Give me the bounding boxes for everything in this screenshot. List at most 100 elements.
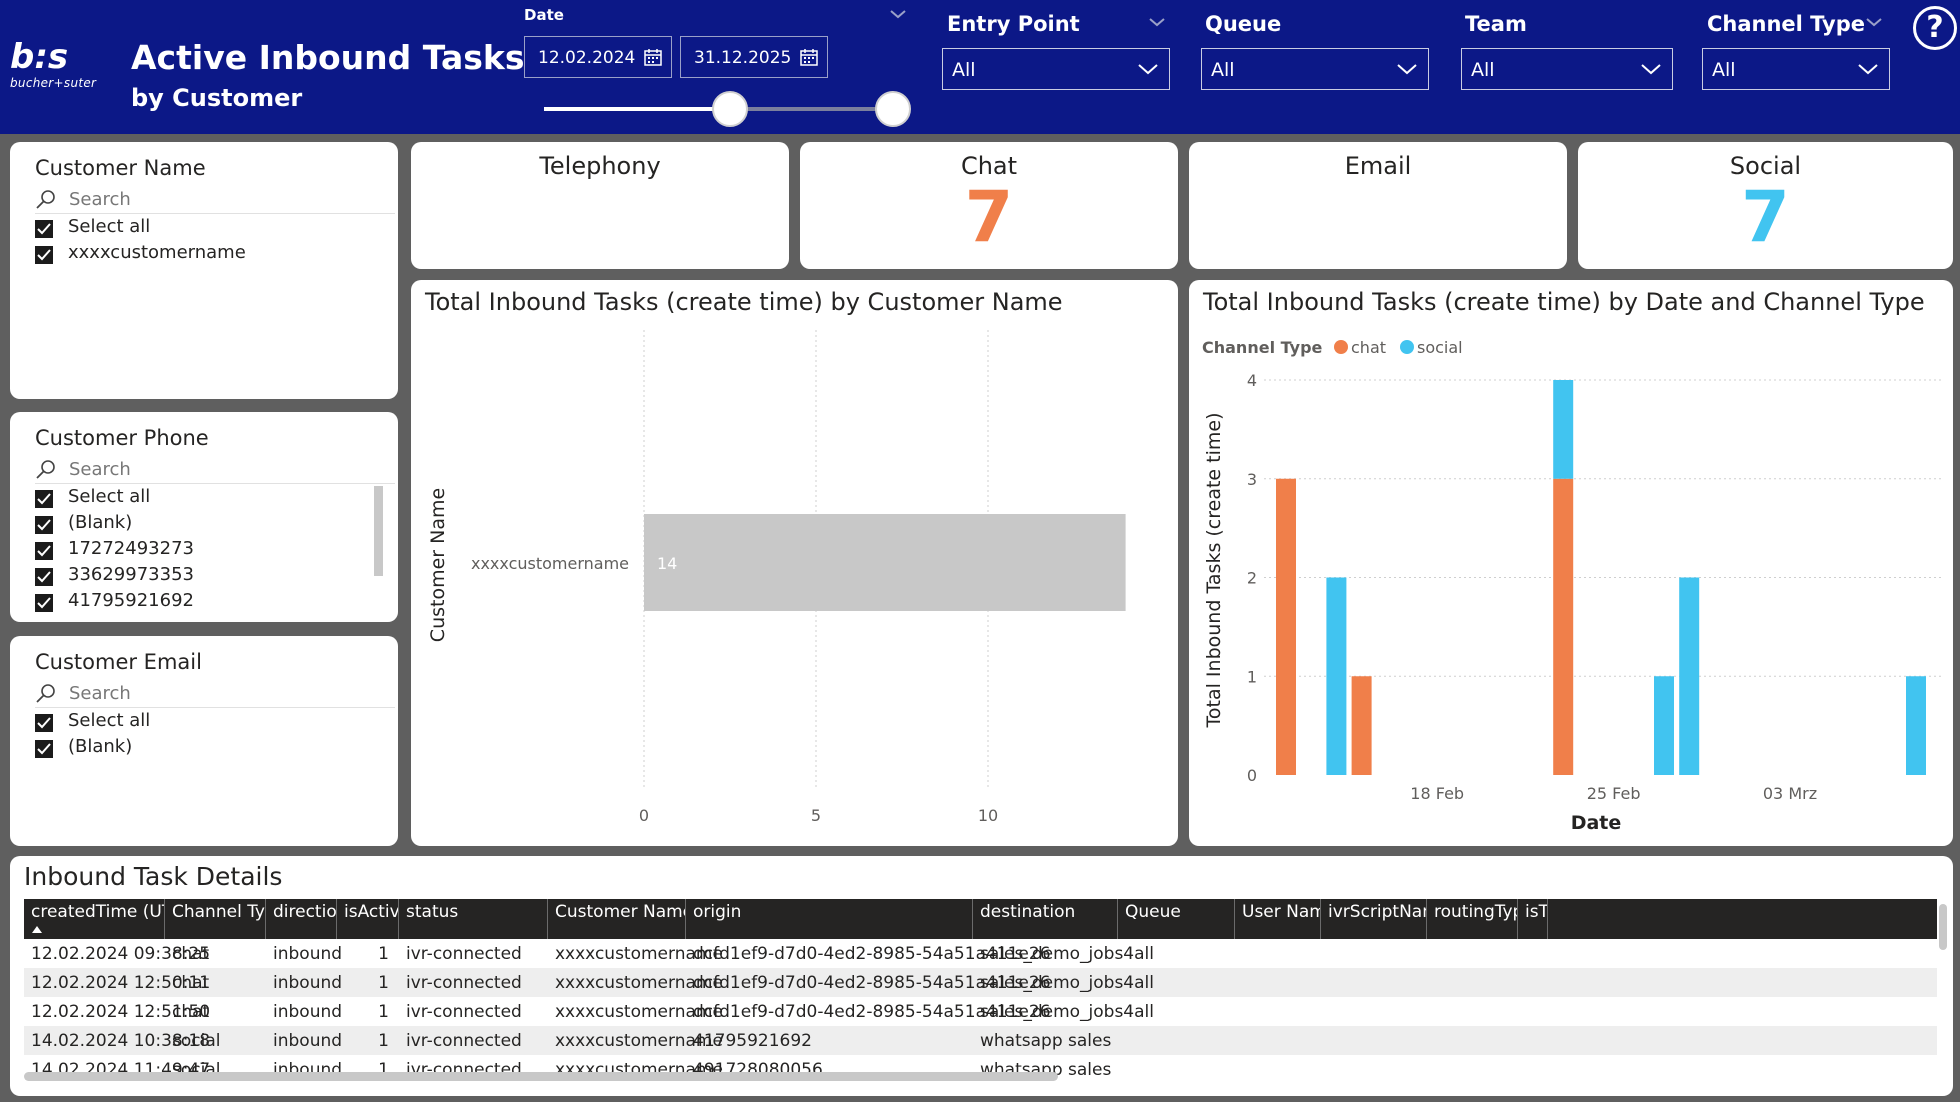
bar-chat[interactable] xyxy=(1351,676,1372,775)
table-cell: 41795921692 xyxy=(693,1031,812,1051)
bar-social[interactable] xyxy=(1679,577,1700,776)
bar-social[interactable] xyxy=(1553,380,1574,479)
company-logo: b:s bucher+suter xyxy=(10,37,114,90)
checkbox-checked-icon[interactable] xyxy=(35,594,53,612)
slicer-item-label: Select all xyxy=(68,486,151,507)
entry-point-dropdown[interactable]: All xyxy=(942,48,1170,90)
table-cell: 1 xyxy=(378,1002,389,1022)
chevron-down-icon[interactable] xyxy=(888,6,908,22)
slicer-search[interactable]: Search xyxy=(35,456,395,484)
slider-thumb-end[interactable] xyxy=(875,91,911,127)
kpi-card-telephony[interactable]: Telephony xyxy=(411,142,789,269)
slicer-item-label: (Blank) xyxy=(68,512,133,533)
table-cell: 12.02.2024 12:51:50 xyxy=(31,1002,211,1022)
slicer-item-label: 33629973353 xyxy=(68,564,194,585)
bar[interactable] xyxy=(644,514,1126,611)
column-header[interactable]: routingType xyxy=(1427,899,1518,939)
bar-social[interactable] xyxy=(1906,676,1926,775)
table-row[interactable]: 12.02.2024 12:50:11 chat inbound 1 ivr-conne… xyxy=(24,968,1937,997)
column-header[interactable]: Customer Name xyxy=(548,899,686,939)
kpi-card-chat[interactable]: Chat 7 xyxy=(800,142,1178,269)
column-header[interactable]: direction xyxy=(266,899,337,939)
table-cell: xxxxcustomername xyxy=(555,944,723,964)
kpi-value: 7 xyxy=(1741,176,1790,258)
legend-marker[interactable] xyxy=(1334,340,1348,354)
channel-type-dropdown[interactable]: All xyxy=(1702,48,1890,90)
chevron-down-icon xyxy=(1858,64,1878,75)
slicer-search[interactable]: Search xyxy=(35,680,395,708)
checkbox-checked-icon[interactable] xyxy=(35,714,53,732)
column-header[interactable]: User Name xyxy=(1235,899,1321,939)
queue-dropdown[interactable]: All xyxy=(1201,48,1429,90)
column-header[interactable]: ivrScriptName xyxy=(1321,899,1427,939)
chevron-down-icon[interactable] xyxy=(1864,14,1884,30)
customer-email-slicer: Customer Email Search Select all (Blank) xyxy=(10,636,398,846)
help-icon[interactable]: ? xyxy=(1913,6,1957,50)
y-tick-label: 1 xyxy=(1247,667,1257,686)
slicer-item-label: (Blank) xyxy=(68,736,133,757)
slicer-search[interactable]: Search xyxy=(35,186,395,214)
bar-social[interactable] xyxy=(1326,577,1347,776)
calendar-icon[interactable] xyxy=(799,47,819,67)
report-header: b:s bucher+suter Active Inbound Tasks by… xyxy=(0,0,1960,134)
checkbox-checked-icon[interactable] xyxy=(35,542,53,560)
legend-label[interactable]: chat xyxy=(1351,338,1386,357)
chart-title: Total Inbound Tasks (create time) by Cus… xyxy=(425,288,1063,316)
date-channel-chart[interactable]: Channel Type chat social 0 1 2 3 4 18 Feb 25 Feb 0… xyxy=(1189,280,1953,846)
calendar-icon[interactable] xyxy=(643,47,663,67)
table-cell: xxxxcustomername xyxy=(555,1031,723,1051)
bar-social[interactable] xyxy=(1654,676,1674,775)
column-header[interactable]: Queue xyxy=(1118,899,1235,939)
table-cell: ivr-connected xyxy=(406,1060,522,1075)
checkbox-checked-icon[interactable] xyxy=(35,516,53,534)
column-header[interactable]: createdTime (UTC) xyxy=(24,899,165,939)
column-header[interactable]: isActive xyxy=(337,899,399,939)
sort-ascending-icon[interactable] xyxy=(32,925,42,933)
checkbox-checked-icon[interactable] xyxy=(35,220,53,238)
kpi-card-social[interactable]: Social 7 xyxy=(1578,142,1953,269)
bar-chat[interactable] xyxy=(1553,478,1574,775)
table-cell: xxxxcustomername xyxy=(555,973,723,993)
table-cell: dcfd1ef9-d7d0-4ed2-8985-54a51a411e26 xyxy=(693,973,1051,993)
table-body: 12.02.2024 09:38:25 chat inbound 1 ivr-conne… xyxy=(24,939,1937,1075)
table-vertical-scrollbar[interactable] xyxy=(1939,904,1947,950)
checkbox-checked-icon[interactable] xyxy=(35,246,53,264)
table-row[interactable]: 14.02.2024 11:49:47 social inbound 1 ivr-con… xyxy=(24,1055,1937,1075)
customer-bar-chart[interactable]: 0 5 10 Customer Name xxxxcustomername 14 xyxy=(411,280,1178,846)
checkbox-checked-icon[interactable] xyxy=(35,568,53,586)
column-header[interactable]: status xyxy=(399,899,548,939)
channel-type-value: All xyxy=(1712,59,1736,81)
bar-chat[interactable] xyxy=(1276,478,1296,775)
checkbox-checked-icon[interactable] xyxy=(35,490,53,508)
filter-label-entry-point: Entry Point xyxy=(947,12,1080,36)
column-header[interactable]: origin xyxy=(686,899,973,939)
checkbox-checked-icon[interactable] xyxy=(35,740,53,758)
date-filter-label: Date xyxy=(524,6,564,24)
table-title: Inbound Task Details xyxy=(24,862,283,891)
table-cell: xxxxcustomername xyxy=(555,1002,723,1022)
search-placeholder: Search xyxy=(69,683,131,704)
date-to-input[interactable]: 31.12.2025 xyxy=(680,36,828,78)
kpi-value: 7 xyxy=(964,176,1014,258)
kpi-label: Chat xyxy=(960,152,1018,180)
search-icon xyxy=(36,460,55,479)
slicer-scrollbar[interactable] xyxy=(374,486,383,576)
table-row[interactable]: 12.02.2024 12:51:50 chat inbound 1 ivr-conne… xyxy=(24,997,1937,1026)
table-row[interactable]: 12.02.2024 09:38:25 chat inbound 1 ivr-conne… xyxy=(24,939,1937,968)
table-row[interactable]: 14.02.2024 10:38:18 social inbound 1 ivr-con… xyxy=(24,1026,1937,1055)
legend-label[interactable]: social xyxy=(1417,338,1463,357)
date-from-input[interactable]: 12.02.2024 xyxy=(524,36,672,78)
table-cell: sales_demo_jobs4all xyxy=(980,973,1154,993)
x-tick-label: 25 Feb xyxy=(1587,784,1641,803)
chevron-down-icon[interactable] xyxy=(1147,14,1167,30)
column-header[interactable]: isTa xyxy=(1518,899,1548,939)
kpi-card-email[interactable]: Email xyxy=(1189,142,1567,269)
team-dropdown[interactable]: All xyxy=(1461,48,1673,90)
slicer-title: Customer Email xyxy=(35,650,202,674)
legend-marker[interactable] xyxy=(1400,340,1414,354)
table-horizontal-scrollbar[interactable] xyxy=(24,1072,1058,1081)
column-header[interactable]: Channel Type xyxy=(165,899,266,939)
slider-thumb-start[interactable] xyxy=(712,91,748,127)
column-header[interactable]: destination xyxy=(973,899,1118,939)
table-cell: 12.02.2024 12:50:11 xyxy=(31,973,211,993)
